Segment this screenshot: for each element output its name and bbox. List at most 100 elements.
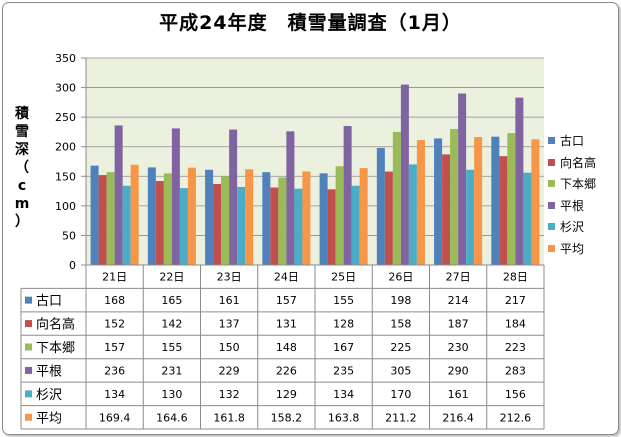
bar bbox=[376, 147, 385, 265]
table-cell-value: 235 bbox=[333, 364, 354, 377]
table-cell-value: 156 bbox=[505, 388, 526, 401]
legend-label: 杉沢 bbox=[560, 220, 585, 235]
table-cell-value: 157 bbox=[276, 294, 297, 307]
y-tick-label: 300 bbox=[55, 82, 76, 95]
legend-swatch bbox=[548, 223, 555, 231]
legend-label: 下本郷 bbox=[560, 177, 597, 192]
y-axis-label-char: 深 bbox=[15, 142, 29, 158]
table-cell-value: 236 bbox=[104, 364, 125, 377]
legend-entry: 平均 bbox=[548, 238, 618, 260]
table-cell-value: 283 bbox=[505, 364, 526, 377]
bar bbox=[523, 172, 532, 265]
legend-entry: 古口 bbox=[548, 130, 618, 152]
bar bbox=[319, 173, 328, 265]
legend-label: 平根 bbox=[560, 198, 585, 213]
legend-swatch bbox=[548, 201, 555, 209]
table-cell-value: 157 bbox=[104, 341, 125, 354]
bar bbox=[221, 176, 230, 265]
bar bbox=[343, 126, 352, 265]
table-cell-value: 142 bbox=[161, 318, 182, 331]
bar bbox=[147, 167, 156, 265]
table-cell-value: 169.4 bbox=[99, 411, 131, 424]
y-axis-label-char: 積 bbox=[15, 106, 29, 122]
y-axis-label-char: m bbox=[14, 196, 30, 212]
y-axis-label-char: 雪 bbox=[15, 124, 29, 140]
table-legend-key bbox=[25, 390, 32, 398]
table-cell-value: 226 bbox=[276, 364, 297, 377]
bar bbox=[507, 133, 516, 265]
table-cell-value: 134 bbox=[333, 388, 354, 401]
bar bbox=[179, 188, 188, 265]
table-legend-key bbox=[25, 366, 32, 374]
table-cell-value: 231 bbox=[161, 364, 182, 377]
table-cell-value: 161.8 bbox=[213, 411, 245, 424]
table-legend-key bbox=[25, 320, 32, 328]
legend: 古口向名高下本郷平根杉沢平均 bbox=[548, 130, 618, 259]
table-cell-value: 130 bbox=[161, 388, 182, 401]
table-row-label: 下本郷 bbox=[36, 341, 75, 356]
bar bbox=[229, 129, 238, 265]
y-tick-label: 150 bbox=[55, 170, 76, 183]
table-cell-value: 223 bbox=[505, 341, 526, 354]
table-cell-value: 155 bbox=[161, 341, 182, 354]
bar bbox=[400, 84, 409, 265]
table-cell-value: 229 bbox=[219, 364, 240, 377]
legend-label: 平均 bbox=[560, 241, 585, 256]
x-tick-label: 24日 bbox=[274, 271, 299, 284]
table-cell-value: 132 bbox=[219, 388, 240, 401]
bar bbox=[245, 169, 254, 265]
bar bbox=[499, 156, 508, 265]
table-cell-value: 214 bbox=[448, 294, 469, 307]
bar bbox=[458, 93, 467, 265]
bar bbox=[205, 169, 214, 265]
bar bbox=[515, 97, 524, 265]
legend-swatch bbox=[548, 158, 555, 166]
bar bbox=[122, 185, 131, 265]
bar bbox=[270, 187, 279, 265]
legend-swatch bbox=[548, 244, 555, 252]
bar bbox=[90, 165, 99, 265]
table-row-label: 平均 bbox=[36, 411, 62, 426]
y-tick-label: 350 bbox=[55, 52, 76, 65]
table-legend-key bbox=[25, 296, 32, 304]
bar bbox=[213, 183, 222, 265]
bar bbox=[384, 171, 393, 265]
y-axis-label-char: （ bbox=[15, 160, 29, 176]
bar bbox=[163, 173, 172, 265]
table-cell-value: 137 bbox=[219, 318, 240, 331]
bar bbox=[434, 138, 443, 265]
table-cell-value: 212.6 bbox=[500, 411, 532, 424]
bar bbox=[491, 136, 500, 265]
legend-swatch bbox=[548, 180, 555, 188]
bar bbox=[351, 185, 360, 265]
table-cell-value: 164.6 bbox=[156, 411, 188, 424]
y-tick-label: 100 bbox=[55, 200, 76, 213]
table-cell-value: 216.4 bbox=[442, 411, 474, 424]
table-legend-key bbox=[25, 413, 32, 421]
table-cell-value: 290 bbox=[448, 364, 469, 377]
bar bbox=[408, 164, 417, 265]
y-tick-label: 0 bbox=[69, 259, 76, 272]
bar bbox=[106, 172, 115, 265]
table-cell-value: 184 bbox=[505, 318, 526, 331]
table-cell-value: 150 bbox=[219, 341, 240, 354]
bar bbox=[392, 131, 401, 265]
legend-label: 古口 bbox=[560, 134, 585, 149]
table-cell-value: 155 bbox=[333, 294, 354, 307]
table-cell-value: 168 bbox=[104, 294, 125, 307]
legend-label: 向名高 bbox=[560, 155, 597, 170]
table-cell-value: 161 bbox=[219, 294, 240, 307]
x-tick-label: 23日 bbox=[217, 271, 242, 284]
bar bbox=[531, 139, 540, 265]
table-row-label: 平根 bbox=[36, 364, 62, 379]
bar bbox=[327, 189, 336, 265]
table-cell-value: 161 bbox=[448, 388, 469, 401]
y-tick-label: 50 bbox=[62, 229, 76, 242]
bar bbox=[450, 128, 459, 265]
table-cell-value: 225 bbox=[390, 341, 411, 354]
legend-entry: 平根 bbox=[548, 195, 618, 217]
table-cell-value: 152 bbox=[104, 318, 125, 331]
table-cell-value: 163.8 bbox=[328, 411, 360, 424]
table-cell-value: 187 bbox=[448, 318, 469, 331]
